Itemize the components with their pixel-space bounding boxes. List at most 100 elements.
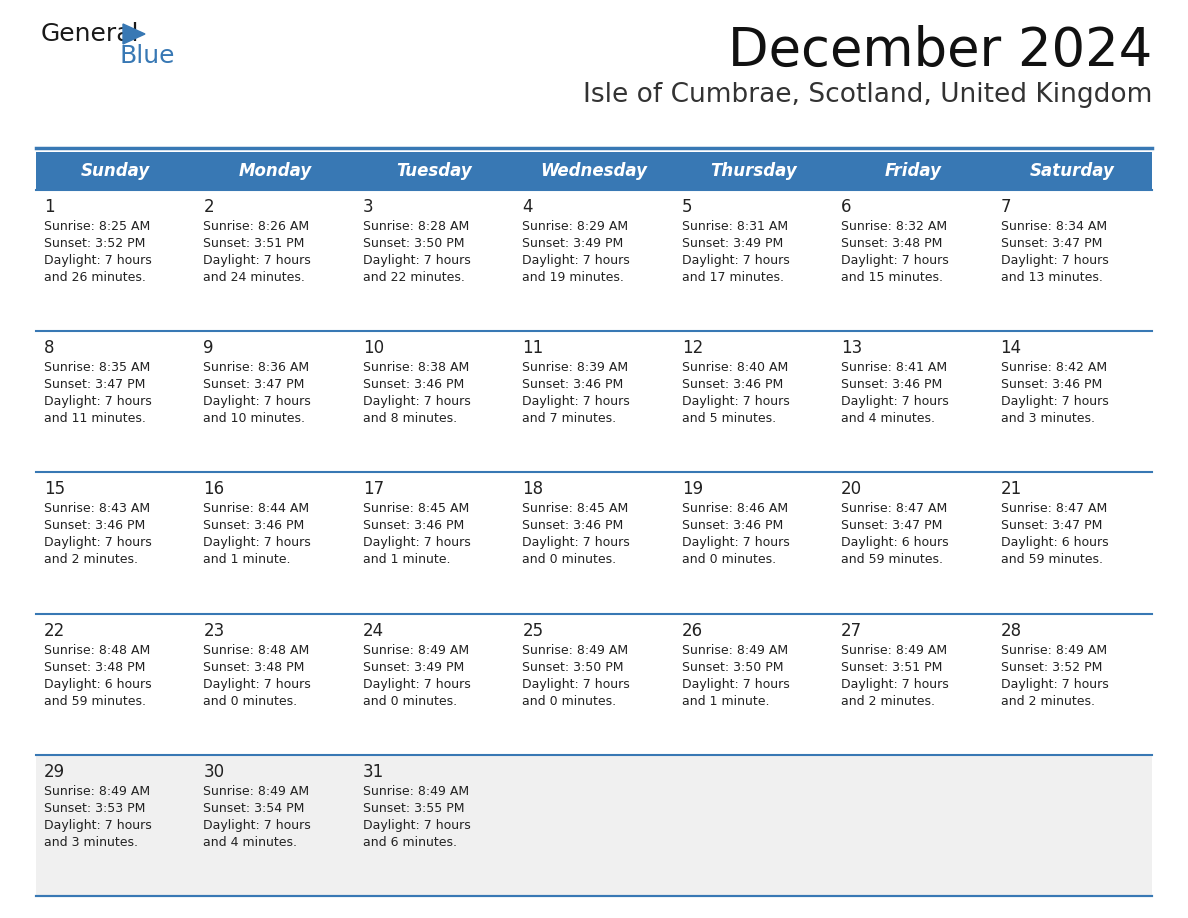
- Text: and 6 minutes.: and 6 minutes.: [362, 835, 457, 849]
- Text: General: General: [42, 22, 139, 46]
- Text: Sunrise: 8:49 AM: Sunrise: 8:49 AM: [841, 644, 947, 656]
- Text: 31: 31: [362, 763, 384, 781]
- Text: Daylight: 7 hours: Daylight: 7 hours: [362, 254, 470, 267]
- Text: and 1 minute.: and 1 minute.: [682, 695, 769, 708]
- Text: 4: 4: [523, 198, 532, 216]
- Text: December 2024: December 2024: [728, 25, 1152, 77]
- Text: and 59 minutes.: and 59 minutes.: [841, 554, 943, 566]
- Text: Sunrise: 8:49 AM: Sunrise: 8:49 AM: [44, 785, 150, 798]
- Text: Sunrise: 8:31 AM: Sunrise: 8:31 AM: [682, 220, 788, 233]
- Text: and 4 minutes.: and 4 minutes.: [841, 412, 935, 425]
- Text: Sunset: 3:48 PM: Sunset: 3:48 PM: [841, 237, 942, 250]
- Text: Sunset: 3:53 PM: Sunset: 3:53 PM: [44, 801, 145, 815]
- Bar: [36, 473, 1152, 613]
- Text: 2: 2: [203, 198, 214, 216]
- Text: and 0 minutes.: and 0 minutes.: [682, 554, 776, 566]
- Text: Daylight: 7 hours: Daylight: 7 hours: [362, 536, 470, 549]
- Text: Daylight: 7 hours: Daylight: 7 hours: [523, 677, 630, 690]
- Text: 22: 22: [44, 621, 65, 640]
- Text: Sunset: 3:52 PM: Sunset: 3:52 PM: [44, 237, 145, 250]
- Text: Daylight: 7 hours: Daylight: 7 hours: [841, 396, 949, 409]
- Text: 10: 10: [362, 339, 384, 357]
- Text: and 1 minute.: and 1 minute.: [362, 554, 450, 566]
- Text: Sunrise: 8:29 AM: Sunrise: 8:29 AM: [523, 220, 628, 233]
- Text: Daylight: 7 hours: Daylight: 7 hours: [1000, 396, 1108, 409]
- Text: 26: 26: [682, 621, 703, 640]
- Text: Daylight: 7 hours: Daylight: 7 hours: [203, 819, 311, 832]
- Text: 12: 12: [682, 339, 703, 357]
- Text: Sunrise: 8:39 AM: Sunrise: 8:39 AM: [523, 361, 628, 375]
- Text: Sunset: 3:48 PM: Sunset: 3:48 PM: [203, 661, 305, 674]
- Text: Isle of Cumbrae, Scotland, United Kingdom: Isle of Cumbrae, Scotland, United Kingdo…: [582, 82, 1152, 108]
- Text: Sunset: 3:46 PM: Sunset: 3:46 PM: [44, 520, 145, 532]
- Text: Daylight: 7 hours: Daylight: 7 hours: [682, 677, 790, 690]
- Text: Sunset: 3:46 PM: Sunset: 3:46 PM: [362, 520, 465, 532]
- Text: and 2 minutes.: and 2 minutes.: [44, 554, 138, 566]
- Text: Sunrise: 8:36 AM: Sunrise: 8:36 AM: [203, 361, 310, 375]
- Text: Sunrise: 8:49 AM: Sunrise: 8:49 AM: [362, 644, 469, 656]
- Text: Sunrise: 8:45 AM: Sunrise: 8:45 AM: [523, 502, 628, 515]
- Text: and 10 minutes.: and 10 minutes.: [203, 412, 305, 425]
- Text: Daylight: 7 hours: Daylight: 7 hours: [203, 677, 311, 690]
- Text: Daylight: 7 hours: Daylight: 7 hours: [44, 819, 152, 832]
- Text: Sunrise: 8:44 AM: Sunrise: 8:44 AM: [203, 502, 310, 515]
- Text: Sunrise: 8:49 AM: Sunrise: 8:49 AM: [362, 785, 469, 798]
- Text: 15: 15: [44, 480, 65, 498]
- Text: Sunset: 3:50 PM: Sunset: 3:50 PM: [682, 661, 783, 674]
- Text: Sunrise: 8:28 AM: Sunrise: 8:28 AM: [362, 220, 469, 233]
- Text: Daylight: 7 hours: Daylight: 7 hours: [523, 254, 630, 267]
- Text: Sunset: 3:47 PM: Sunset: 3:47 PM: [1000, 520, 1102, 532]
- Text: Daylight: 7 hours: Daylight: 7 hours: [44, 396, 152, 409]
- Text: Daylight: 7 hours: Daylight: 7 hours: [523, 396, 630, 409]
- Text: Daylight: 7 hours: Daylight: 7 hours: [841, 677, 949, 690]
- Text: 6: 6: [841, 198, 852, 216]
- Text: Sunset: 3:50 PM: Sunset: 3:50 PM: [523, 661, 624, 674]
- Bar: [36, 331, 1152, 473]
- Text: and 2 minutes.: and 2 minutes.: [841, 695, 935, 708]
- Text: 16: 16: [203, 480, 225, 498]
- Text: 28: 28: [1000, 621, 1022, 640]
- Text: Sunrise: 8:47 AM: Sunrise: 8:47 AM: [1000, 502, 1107, 515]
- Text: Daylight: 6 hours: Daylight: 6 hours: [44, 677, 152, 690]
- Text: and 0 minutes.: and 0 minutes.: [203, 695, 297, 708]
- Text: and 15 minutes.: and 15 minutes.: [841, 271, 943, 284]
- Text: Daylight: 7 hours: Daylight: 7 hours: [682, 536, 790, 549]
- Text: and 3 minutes.: and 3 minutes.: [44, 835, 138, 849]
- Text: Sunset: 3:46 PM: Sunset: 3:46 PM: [362, 378, 465, 391]
- Text: Blue: Blue: [119, 44, 175, 68]
- Text: Daylight: 7 hours: Daylight: 7 hours: [682, 396, 790, 409]
- Text: and 59 minutes.: and 59 minutes.: [44, 695, 146, 708]
- Text: and 2 minutes.: and 2 minutes.: [1000, 695, 1094, 708]
- Text: Daylight: 7 hours: Daylight: 7 hours: [203, 254, 311, 267]
- Text: 1: 1: [44, 198, 55, 216]
- Text: 27: 27: [841, 621, 862, 640]
- Text: Sunset: 3:48 PM: Sunset: 3:48 PM: [44, 661, 145, 674]
- Text: Monday: Monday: [239, 162, 311, 180]
- Text: Daylight: 7 hours: Daylight: 7 hours: [44, 536, 152, 549]
- Text: and 0 minutes.: and 0 minutes.: [362, 695, 457, 708]
- Text: Sunset: 3:55 PM: Sunset: 3:55 PM: [362, 801, 465, 815]
- Text: Sunset: 3:46 PM: Sunset: 3:46 PM: [841, 378, 942, 391]
- Text: 30: 30: [203, 763, 225, 781]
- Text: Sunrise: 8:45 AM: Sunrise: 8:45 AM: [362, 502, 469, 515]
- Text: 14: 14: [1000, 339, 1022, 357]
- Bar: [36, 755, 1152, 896]
- Text: Sunrise: 8:40 AM: Sunrise: 8:40 AM: [682, 361, 788, 375]
- Text: Sunset: 3:51 PM: Sunset: 3:51 PM: [841, 661, 942, 674]
- Text: Sunrise: 8:49 AM: Sunrise: 8:49 AM: [203, 785, 310, 798]
- Text: and 1 minute.: and 1 minute.: [203, 554, 291, 566]
- Text: Sunset: 3:49 PM: Sunset: 3:49 PM: [362, 661, 465, 674]
- Text: Sunset: 3:46 PM: Sunset: 3:46 PM: [1000, 378, 1101, 391]
- Text: 25: 25: [523, 621, 543, 640]
- Text: Daylight: 6 hours: Daylight: 6 hours: [841, 536, 949, 549]
- Text: and 8 minutes.: and 8 minutes.: [362, 412, 457, 425]
- Text: Thursday: Thursday: [710, 162, 797, 180]
- Text: Saturday: Saturday: [1030, 162, 1114, 180]
- Text: and 24 minutes.: and 24 minutes.: [203, 271, 305, 284]
- Text: Sunset: 3:46 PM: Sunset: 3:46 PM: [682, 378, 783, 391]
- Text: and 4 minutes.: and 4 minutes.: [203, 835, 297, 849]
- Text: 24: 24: [362, 621, 384, 640]
- Text: Daylight: 7 hours: Daylight: 7 hours: [362, 677, 470, 690]
- Text: Sunrise: 8:49 AM: Sunrise: 8:49 AM: [523, 644, 628, 656]
- Text: Sunset: 3:49 PM: Sunset: 3:49 PM: [523, 237, 624, 250]
